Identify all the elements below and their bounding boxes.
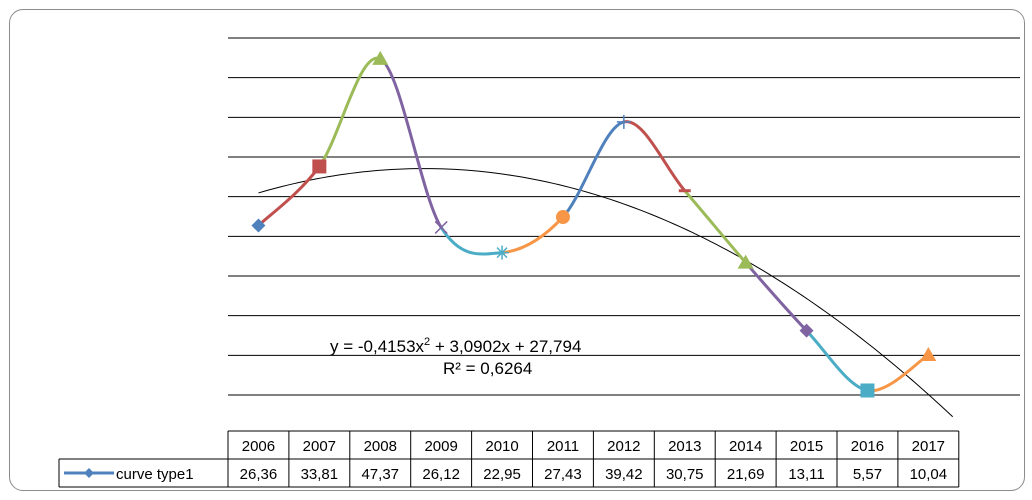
table-value-cell: 27,43 bbox=[544, 466, 582, 483]
marker-stroke bbox=[434, 220, 448, 234]
table-header-cell: 2006 bbox=[242, 438, 275, 455]
data-point bbox=[920, 347, 937, 362]
table-header-cell: 2012 bbox=[607, 438, 640, 455]
series-segment bbox=[561, 120, 626, 219]
table-value-cell: 26,12 bbox=[422, 466, 460, 483]
table-header-cell: 2015 bbox=[790, 438, 823, 455]
data-point bbox=[372, 50, 389, 65]
trendline bbox=[258, 168, 954, 418]
trend-r2: R² = 0,6264 bbox=[443, 359, 532, 378]
series-segment bbox=[439, 225, 504, 256]
series-segment bbox=[500, 215, 565, 255]
series-markers bbox=[251, 50, 937, 398]
table-value-cell: 22,95 bbox=[483, 466, 521, 483]
data-point bbox=[312, 159, 327, 174]
table-header-cell: 2016 bbox=[851, 438, 884, 455]
data-point bbox=[555, 210, 570, 225]
table-value-cell: 10,04 bbox=[910, 466, 948, 483]
table-header-cell: 2017 bbox=[912, 438, 945, 455]
trend-equation: y = -0,4153x2 + 3,0902x + 27,794 bbox=[330, 336, 581, 356]
series-segment bbox=[865, 353, 930, 393]
data-table: 2006 2007 2008 2009 2010 2011 2012 2013 2014 2015… bbox=[58, 430, 960, 488]
data-point bbox=[737, 254, 754, 269]
table-value-cell: 21,69 bbox=[727, 466, 765, 483]
legend-key-marker bbox=[84, 468, 94, 478]
data-point bbox=[860, 383, 875, 398]
table-header-cell: 2010 bbox=[485, 438, 518, 455]
series-segment bbox=[317, 56, 382, 168]
data-point bbox=[616, 114, 631, 129]
table-header-cell: 2013 bbox=[668, 438, 701, 455]
data-point bbox=[495, 245, 510, 260]
table-header-cell: 2011 bbox=[547, 438, 579, 455]
table-value-cell: 39,42 bbox=[605, 466, 643, 483]
series-segment bbox=[805, 329, 869, 392]
table-value-cell: 30,75 bbox=[666, 466, 704, 483]
series-segment bbox=[622, 120, 687, 193]
data-point bbox=[434, 220, 448, 234]
table-header-cell: 2014 bbox=[729, 438, 762, 455]
data-point bbox=[799, 323, 814, 338]
marker-stroke bbox=[496, 247, 508, 259]
series-segment bbox=[378, 57, 443, 229]
series-segment bbox=[744, 261, 809, 333]
legend-label: curve type1 bbox=[116, 466, 194, 483]
trendline-curve bbox=[258, 168, 954, 418]
table-value-cell: 47,37 bbox=[361, 466, 399, 483]
table-value-cell: 13,11 bbox=[788, 466, 824, 483]
series-segment bbox=[683, 189, 748, 265]
trendline-equation: y = -0,4153x2 + 3,0902x + 27,794 R² = 0,… bbox=[330, 336, 581, 378]
table-value-cell: 26,36 bbox=[240, 466, 278, 483]
table-header-cell: 2008 bbox=[364, 438, 397, 455]
table-value-cell: 5,57 bbox=[853, 466, 882, 483]
series-segment bbox=[256, 164, 321, 228]
table-value-cell: 33,81 bbox=[301, 466, 339, 483]
data-point bbox=[251, 218, 266, 233]
table-header-cell: 2009 bbox=[424, 438, 457, 455]
table-header-cell: 2007 bbox=[303, 438, 336, 455]
